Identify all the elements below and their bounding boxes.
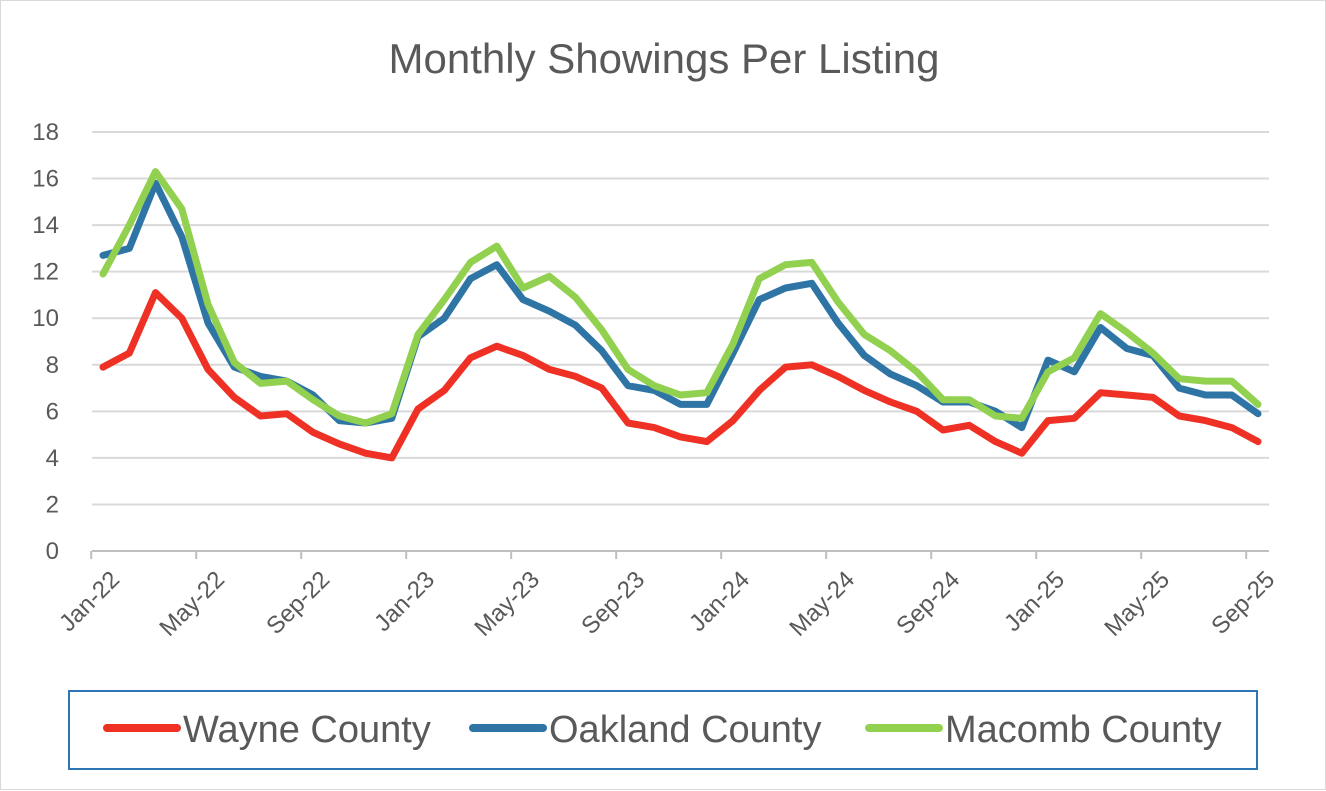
chart-title: Monthly Showings Per Listing (389, 35, 940, 82)
y-axis-labels: 0 2 4 6 8 10 12 14 16 18 (32, 119, 59, 565)
x-tick-label: Jan-22 (54, 566, 125, 637)
x-tick-label: May-24 (784, 566, 860, 642)
x-tick-label: May-25 (1099, 566, 1175, 642)
legend-label-wayne: Wayne County (183, 709, 431, 751)
x-axis-labels: Jan-22 May-22 Sep-22 Jan-23 May-23 Sep-23 Jan-… (54, 566, 1280, 642)
legend-box (68, 690, 1258, 770)
y-tick-label: 4 (46, 445, 59, 472)
y-tick-label: 10 (32, 305, 59, 332)
legend-item-wayne: Wayne County (103, 709, 431, 751)
y-tick-label: 12 (32, 259, 59, 286)
x-tick-label: Jan-23 (369, 566, 440, 637)
series-lines (99, 168, 1262, 462)
y-tick-label: 16 (32, 166, 59, 193)
series-line-wayne-county (99, 289, 1262, 462)
legend-item-oakland: Oakland County (469, 709, 822, 751)
legend-label-oakland: Oakland County (549, 709, 822, 751)
y-tick-label: 8 (46, 352, 59, 379)
x-tick-label: May-23 (469, 566, 545, 642)
x-tick-label: Jan-25 (999, 566, 1070, 637)
series-line-macomb-county (99, 168, 1262, 427)
gridlines (92, 131, 1269, 506)
y-tick-label: 0 (46, 538, 59, 565)
x-tick-label: Jan-24 (684, 566, 755, 637)
y-tick-label: 6 (46, 398, 59, 425)
x-tick-label: Sep-25 (1206, 566, 1280, 640)
x-tick-label: Sep-24 (891, 566, 965, 640)
x-tick-label: Sep-22 (261, 566, 335, 640)
y-tick-label: 2 (46, 491, 59, 518)
x-tick-label: Sep-23 (576, 566, 650, 640)
y-tick-label: 14 (32, 212, 59, 239)
x-tick-label: May-22 (154, 566, 230, 642)
y-tick-label: 18 (32, 119, 59, 146)
legend-item-macomb: Macomb County (865, 709, 1222, 751)
legend-label-macomb: Macomb County (945, 709, 1222, 751)
x-axis (90, 550, 1269, 559)
series-line-oakland-county (99, 179, 1262, 432)
legend: Wayne County Oakland County Macomb Count… (68, 690, 1258, 770)
